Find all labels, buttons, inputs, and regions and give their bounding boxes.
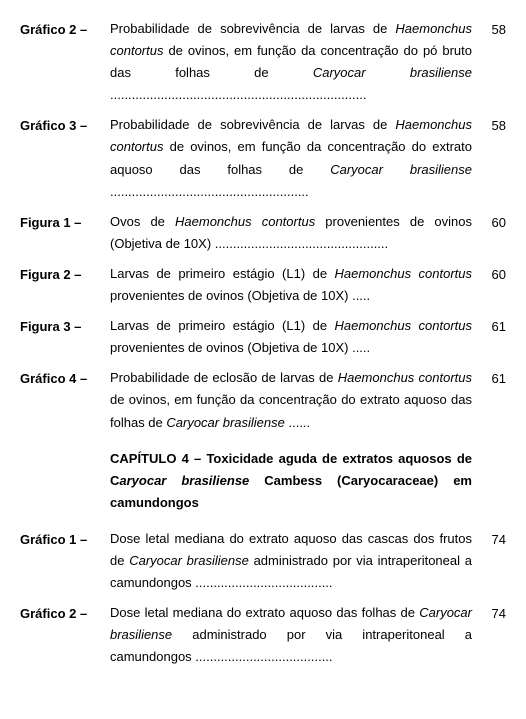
entry-description: Probabilidade de sobrevivência de larvas… [110, 114, 478, 202]
list-entry: Figura 3 –Larvas de primeiro estágio (L1… [20, 315, 506, 359]
entry-description: Dose letal mediana do extrato aquoso das… [110, 528, 478, 594]
entry-page: 74 [478, 602, 506, 625]
list-entry: Gráfico 2 –Dose letal mediana do extrato… [20, 602, 506, 668]
entry-label: Figura 2 – [20, 263, 110, 286]
entry-label: Gráfico 1 – [20, 528, 110, 551]
entry-page: 60 [478, 263, 506, 286]
entry-label: Gráfico 2 – [20, 602, 110, 625]
entry-description: Dose letal mediana do extrato aquoso das… [110, 602, 478, 668]
list-entry: Gráfico 1 –Dose letal mediana do extrato… [20, 528, 506, 594]
list-entry: Figura 2 –Larvas de primeiro estágio (L1… [20, 263, 506, 307]
entry-page: 61 [478, 315, 506, 338]
chapter-heading: CAPÍTULO 4 – Toxicidade aguda de extrato… [20, 448, 506, 514]
list-entry: Gráfico 3 –Probabilidade de sobrevivênci… [20, 114, 506, 202]
figure-list: Gráfico 2 –Probabilidade de sobrevivênci… [20, 18, 506, 668]
entry-label: Gráfico 4 – [20, 367, 110, 390]
entry-description: Ovos de Haemonchus contortus proveniente… [110, 211, 478, 255]
entry-description: Larvas de primeiro estágio (L1) de Haemo… [110, 263, 478, 307]
entry-page: 61 [478, 367, 506, 390]
entry-label: Gráfico 3 – [20, 114, 110, 137]
entry-label: Figura 1 – [20, 211, 110, 234]
entry-page: 58 [478, 114, 506, 137]
entry-label: Gráfico 2 – [20, 18, 110, 41]
list-entry: Gráfico 4 –Probabilidade de eclosão de l… [20, 367, 506, 433]
entry-description: Probabilidade de eclosão de larvas de Ha… [110, 367, 478, 433]
entry-label: Figura 3 – [20, 315, 110, 338]
list-entry: Figura 1 –Ovos de Haemonchus contortus p… [20, 211, 506, 255]
entry-description: Probabilidade de sobrevivência de larvas… [110, 18, 478, 106]
entry-page: 60 [478, 211, 506, 234]
entry-page: 74 [478, 528, 506, 551]
entry-description: Larvas de primeiro estágio (L1) de Haemo… [110, 315, 478, 359]
chapter-title: CAPÍTULO 4 – Toxicidade aguda de extrato… [110, 448, 478, 514]
entry-page: 58 [478, 18, 506, 41]
list-entry: Gráfico 2 –Probabilidade de sobrevivênci… [20, 18, 506, 106]
